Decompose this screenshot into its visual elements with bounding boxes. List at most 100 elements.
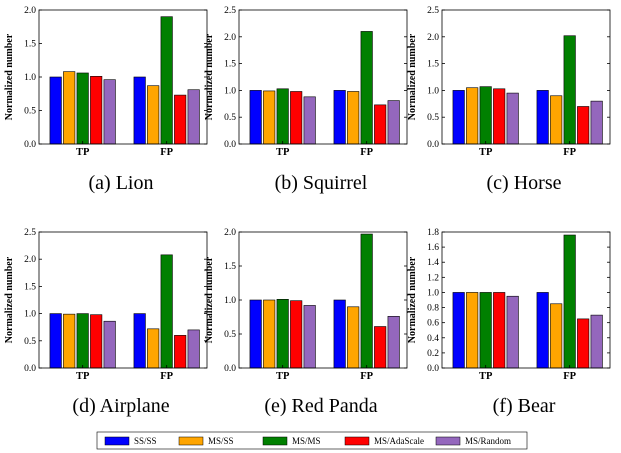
x-tick-label: TP [276,371,290,382]
y-tick-label: 1.5 [224,262,236,272]
bar-msrandom-tp [303,305,316,369]
plot-frame [441,231,611,369]
bar-msadascale-tp [90,314,103,369]
y-tick-label: 2.0 [427,33,439,43]
legend-label: SS/SS [134,436,157,446]
bar-msms-fp [360,31,373,145]
chart-panel-2: 0.0 0.5 1.0 1.5 2.0 2.5 TP FP Normalized number (… [204,6,408,194]
bar-msadascale-fp [577,318,590,369]
y-tick-label: 1.0 [24,310,36,320]
y-tick-label: 0.5 [224,330,236,340]
bar-msrandom-tp [506,295,519,369]
x-tick-label: FP [160,371,173,382]
bar-msms-fp [563,234,576,369]
y-tick-label: 1.0 [24,73,36,83]
plot-frame [238,9,408,145]
bar-msms-fp [160,254,173,369]
y-tick-label: 1.5 [24,282,36,292]
y-tick-label: 0.5 [24,337,36,347]
bar-msms-fp [160,16,173,145]
x-tick-label: TP [276,147,290,158]
y-tick-label: 0.5 [224,113,236,123]
bar-msrandom-fp [187,89,200,145]
bar-msss-fp [347,91,360,145]
bar-msms-fp [360,233,373,369]
bar-msss-tp [263,299,276,369]
y-tick-label: 2.5 [427,6,439,16]
y-tick-label: 0.0 [427,140,439,150]
y-tick-label: 1.0 [427,86,439,96]
plot-frame [38,231,208,369]
chart-panel-1: 0.0 0.5 1.0 1.5 2.0 TP FP Normalized number (a) … [4,6,208,194]
bar-msadascale-tp [90,76,103,145]
bar-msadascale-fp [374,104,387,145]
bar-msms-tp [479,292,492,369]
legend-swatch [178,436,204,446]
bar-msrandom-fp [187,329,200,369]
y-tick-label: 1.0 [224,86,236,96]
x-tick-label: FP [360,147,373,158]
legend-item-msss: MS/SS [178,436,234,446]
bar-ssss-tp [49,313,62,369]
panel-caption: (b) Squirrel [275,172,368,194]
y-tick-label: 1.8 [427,228,439,238]
legend-item-ssss: SS/SS [104,436,157,446]
bar-msms-tp [276,88,289,145]
x-tick-label: TP [479,371,493,382]
bar-msrandom-fp [590,100,603,145]
bar-msms-tp [76,313,89,369]
x-tick-label: TP [479,147,493,158]
y-tick-label: 1.5 [427,60,439,70]
bar-msadascale-fp [577,106,590,145]
legend-label: MS/MS [292,436,321,446]
y-tick-label: 0.6 [427,319,439,329]
y-tick-label: 0.2 [427,349,439,359]
bar-msss-fp [347,306,360,369]
bar-msrandom-tp [103,79,116,145]
legend-box [96,431,528,450]
x-tick-label: TP [76,371,90,382]
legend-swatch [435,436,461,446]
y-tick-label: 0.8 [427,304,439,314]
bar-ssss-tp [249,90,262,145]
y-axis-label: Normalized number [407,33,418,120]
bar-ssss-fp [536,292,549,369]
bar-msrandom-tp [103,320,116,369]
bar-msrandom-fp [387,100,400,145]
bar-ssss-fp [133,313,146,369]
legend-swatch [344,436,370,446]
panel-caption: (d) Airplane [72,395,169,417]
y-tick-label: 0.4 [427,334,439,344]
panel-caption: (e) Red Panda [264,395,377,417]
x-tick-label: FP [563,371,576,382]
bar-msrandom-tp [506,92,519,145]
chart-panel-3: 0.0 0.5 1.0 1.5 2.0 2.5 TP FP Normalized number (… [407,6,611,194]
y-axis-label: Normalized number [204,33,215,120]
legend-swatch [262,436,288,446]
bar-ssss-fp [133,76,146,145]
y-tick-label: 0.0 [224,140,236,150]
bar-ssss-fp [333,90,346,145]
x-tick-label: FP [563,147,576,158]
bar-msms-tp [479,86,492,145]
bar-msss-tp [63,71,76,145]
bar-msss-tp [466,292,479,369]
chart-panel-4: 0.0 0.5 1.0 1.5 2.0 2.5 TP FP Normalized number (… [4,228,208,417]
y-tick-label: 2.0 [224,33,236,43]
legend-label: MS/Random [465,436,511,446]
legend-item-msadascale: MS/AdaScale [344,436,424,446]
bar-msss-tp [263,90,276,145]
y-tick-label: 2.0 [224,228,236,238]
bar-msadascale-fp [174,94,187,145]
bar-msss-tp [466,87,479,145]
bar-msms-tp [76,72,89,145]
bar-msrandom-fp [590,314,603,369]
y-axis-label: Normalized number [4,256,15,343]
bar-msrandom-tp [303,96,316,145]
y-axis-label: Normalized number [204,256,215,343]
chart-panel-6: 0.0 0.2 0.4 0.6 0.8 1.0 1.2 1.4 1.6 1.8 TP FP Normal… [407,228,611,417]
y-tick-label: 2.5 [24,228,36,238]
y-tick-label: 0.0 [24,140,36,150]
y-tick-label: 1.5 [24,40,36,50]
y-tick-label: 2.0 [24,6,36,16]
